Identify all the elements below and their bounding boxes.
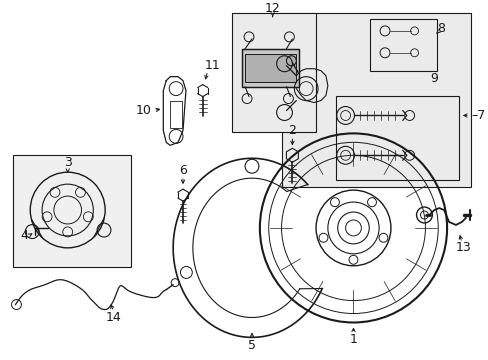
- Bar: [242, 49, 299, 87]
- Text: 3: 3: [63, 156, 72, 169]
- Text: 14: 14: [106, 311, 122, 324]
- Bar: [281, 13, 470, 187]
- Text: –7: –7: [471, 109, 485, 122]
- Text: 2: 2: [288, 124, 296, 137]
- Text: 13: 13: [455, 241, 471, 255]
- Text: 5: 5: [247, 339, 255, 352]
- Text: 4: 4: [20, 229, 28, 242]
- Text: 10: 10: [135, 104, 151, 117]
- Bar: [232, 13, 315, 132]
- Text: 6: 6: [179, 164, 186, 177]
- Text: 8: 8: [436, 22, 444, 35]
- Text: 11: 11: [204, 59, 220, 72]
- Bar: [170, 100, 182, 129]
- Text: 12: 12: [264, 3, 280, 15]
- Text: 1: 1: [349, 333, 357, 346]
- Bar: [369, 19, 436, 71]
- Bar: [242, 49, 299, 87]
- Bar: [335, 95, 458, 180]
- Text: 9: 9: [429, 72, 437, 85]
- Bar: [13, 155, 130, 267]
- Bar: [244, 54, 296, 82]
